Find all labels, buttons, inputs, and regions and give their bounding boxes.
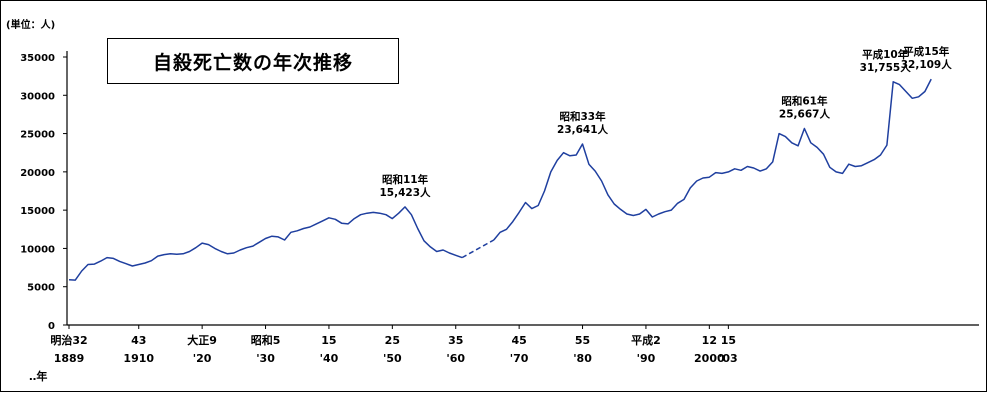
x-tick-label-year: '40 — [320, 352, 339, 365]
x-tick-label-era: 昭和5 — [251, 333, 281, 347]
x-tick-label-year: '20 — [193, 352, 212, 365]
x-tick-label-era: 25 — [385, 334, 400, 347]
peak-annotation-value: 25,667人 — [779, 107, 831, 120]
y-tick-label: 0 — [48, 321, 55, 332]
x-tick-label-era: 大正9 — [187, 333, 217, 347]
peak-annotation-value: 15,423人 — [380, 186, 432, 199]
series-line — [493, 78, 932, 241]
x-tick-label-year: '90 — [637, 352, 656, 365]
x-tick-label-era: 平成2 — [631, 333, 661, 347]
x-tick-label-year: '03 — [719, 352, 738, 365]
peak-annotation-value: 23,641人 — [557, 123, 609, 136]
x-tick-label-era: 12 — [702, 334, 717, 347]
y-tick-label: 25000 — [20, 130, 55, 141]
x-tick-label-era: 43 — [131, 334, 146, 347]
x-tick-label-era: 45 — [511, 334, 526, 347]
peak-annotation-year: 昭和61年 — [781, 94, 828, 107]
peak-annotation-year: 平成15年 — [903, 45, 950, 58]
x-axis-suffix: ‥年 — [29, 369, 47, 383]
x-tick-label-era: 15 — [721, 334, 736, 347]
peak-annotation-value: 32,109人 — [901, 58, 953, 71]
series-line — [68, 206, 463, 281]
x-tick-label-year: 1910 — [123, 352, 154, 365]
y-tick-label: 20000 — [20, 168, 55, 179]
peak-annotation-year: 昭和33年 — [559, 110, 606, 123]
x-tick-label-year: 1889 — [54, 352, 85, 365]
peak-annotation-value: 31,755人 — [860, 61, 912, 74]
x-tick-label-year: '60 — [446, 352, 465, 365]
x-tick-label-era: 35 — [448, 334, 463, 347]
y-tick-label: 30000 — [20, 91, 55, 102]
x-tick-label-era: 15 — [321, 334, 336, 347]
x-tick-label-year: '50 — [383, 352, 402, 365]
y-tick-label: 10000 — [20, 244, 55, 255]
peak-annotation-year: 平成10年 — [862, 48, 909, 61]
x-tick-label-era: 55 — [575, 334, 590, 347]
x-tick-label-year: '30 — [256, 352, 275, 365]
x-tick-label-year: '80 — [573, 352, 592, 365]
y-tick-label: 15000 — [20, 206, 55, 217]
series-line-gap — [461, 239, 495, 259]
chart-title: 自殺死亡数の年次推移 — [107, 38, 399, 84]
peak-annotation-year: 昭和11年 — [382, 173, 429, 186]
x-tick-label-year: 2000 — [694, 352, 725, 365]
y-tick-label: 35000 — [20, 53, 55, 64]
unit-label: (単位：人) — [6, 20, 56, 31]
x-tick-label-year: '70 — [510, 352, 529, 365]
y-tick-label: 5000 — [27, 283, 55, 294]
x-tick-label-era: 明治32 — [50, 333, 87, 347]
